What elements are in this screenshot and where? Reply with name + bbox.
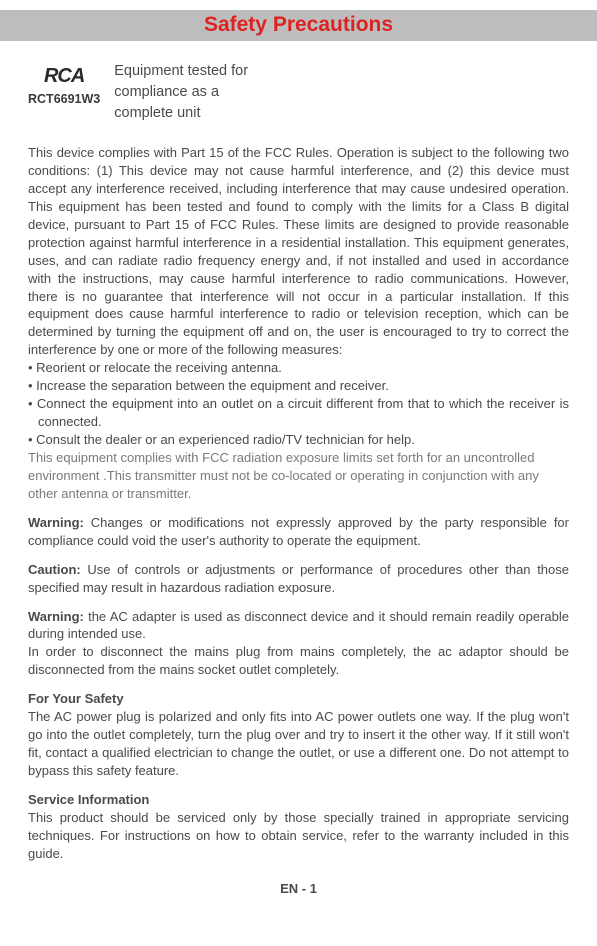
brand-logo: RCA — [44, 65, 84, 88]
warning-label: Warning: — [28, 609, 84, 624]
warning-label: Warning: — [28, 515, 84, 530]
caution: Caution: Use of controls or adjustments … — [28, 561, 569, 597]
caution-text: Use of controls or adjustments or perfor… — [28, 562, 569, 595]
tested-caption: Equipment tested for compliance as a com… — [114, 61, 248, 124]
grey-line: other antenna or transmitter. — [28, 485, 569, 503]
grey-line: This equipment complies with FCC radiati… — [28, 449, 569, 467]
page-footer: EN - 1 — [28, 881, 569, 896]
fcc-paragraph: This device complies with Part 15 of the… — [28, 144, 569, 359]
tested-line: complete unit — [114, 103, 248, 124]
model-number: RCT6691W3 — [28, 92, 100, 106]
warning-1: Warning: Changes or modifications not ex… — [28, 514, 569, 550]
list-item: • Reorient or relocate the receiving ant… — [28, 359, 569, 377]
measures-list: • Reorient or relocate the receiving ant… — [28, 359, 569, 449]
warning-text: Changes or modifications not expressly a… — [28, 515, 569, 548]
service-text: This product should be serviced only by … — [28, 809, 569, 863]
page-title: Safety Precautions — [0, 10, 597, 41]
tested-line: Equipment tested for — [114, 61, 248, 82]
list-item: • Increase the separation between the eq… — [28, 377, 569, 395]
logo-column: RCA RCT6691W3 — [28, 65, 100, 106]
caution-label: Caution: — [28, 562, 81, 577]
service-heading: Service Information — [28, 791, 569, 809]
body: This device complies with Part 15 of the… — [28, 144, 569, 863]
header-row: RCA RCT6691W3 Equipment tested for compl… — [28, 57, 569, 124]
list-item: • Consult the dealer or an experienced r… — [28, 431, 569, 449]
safety-text: The AC power plug is polarized and only … — [28, 708, 569, 780]
warning-text: the AC adapter is used as disconnect dev… — [28, 609, 569, 642]
list-item: • Connect the equipment into an outlet o… — [28, 395, 569, 431]
warning-2b: In order to disconnect the mains plug fr… — [28, 643, 569, 679]
grey-line: environment .This transmitter must not b… — [28, 467, 569, 485]
tested-line: compliance as a — [114, 82, 248, 103]
safety-heading: For Your Safety — [28, 690, 569, 708]
warning-2a: Warning: the AC adapter is used as disco… — [28, 608, 569, 644]
